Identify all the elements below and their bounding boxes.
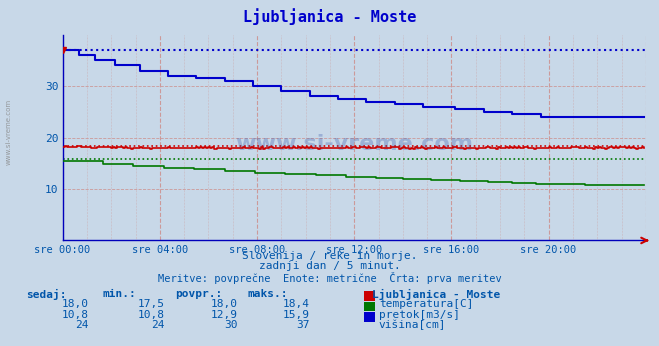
Text: povpr.:: povpr.: (175, 289, 222, 299)
Text: 24: 24 (152, 320, 165, 330)
Text: 37: 37 (297, 320, 310, 330)
Text: 10,8: 10,8 (138, 310, 165, 320)
Text: 18,4: 18,4 (283, 299, 310, 309)
Text: www.si-vreme.com: www.si-vreme.com (5, 98, 11, 165)
Text: 15,9: 15,9 (283, 310, 310, 320)
Text: 18,0: 18,0 (210, 299, 237, 309)
Text: pretok[m3/s]: pretok[m3/s] (379, 310, 460, 320)
Text: višina[cm]: višina[cm] (379, 320, 446, 330)
Text: 12,9: 12,9 (210, 310, 237, 320)
Text: 24: 24 (76, 320, 89, 330)
Text: sedaj:: sedaj: (26, 289, 67, 300)
Text: Meritve: povprečne  Enote: metrične  Črta: prva meritev: Meritve: povprečne Enote: metrične Črta:… (158, 272, 501, 284)
Text: Slovenija / reke in morje.: Slovenija / reke in morje. (242, 251, 417, 261)
Text: 30: 30 (224, 320, 237, 330)
Text: zadnji dan / 5 minut.: zadnji dan / 5 minut. (258, 261, 401, 271)
Text: www.si-vreme.com: www.si-vreme.com (235, 134, 473, 154)
Text: 18,0: 18,0 (62, 299, 89, 309)
Text: 10,8: 10,8 (62, 310, 89, 320)
Text: 17,5: 17,5 (138, 299, 165, 309)
Text: temperatura[C]: temperatura[C] (379, 299, 473, 309)
Text: Ljubljanica - Moste: Ljubljanica - Moste (372, 289, 501, 300)
Text: maks.:: maks.: (247, 289, 287, 299)
Text: Ljubljanica - Moste: Ljubljanica - Moste (243, 9, 416, 26)
Text: min.:: min.: (102, 289, 136, 299)
